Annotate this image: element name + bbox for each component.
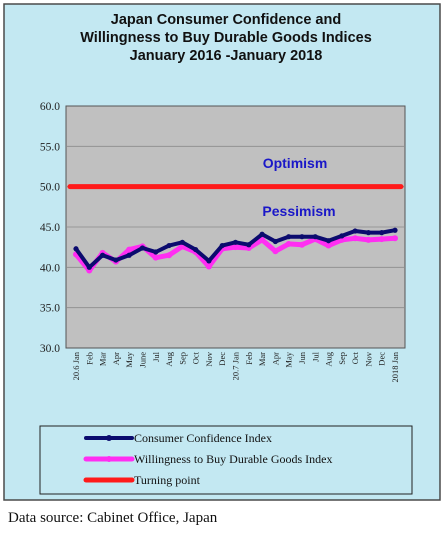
x-tick-label: Sep (337, 352, 347, 365)
data-point (246, 242, 252, 248)
legend-entry: Turning point (83, 473, 201, 487)
x-tick-label: Apr (270, 352, 280, 365)
data-point (99, 252, 106, 258)
data-point (232, 239, 239, 245)
chart-title-line-2: Willingness to Buy Durable Goods Indices (80, 30, 372, 46)
data-point (325, 242, 332, 249)
data-point (153, 249, 159, 255)
x-tick-label: Jul (151, 351, 161, 362)
data-point (259, 231, 265, 237)
x-tick-label: 2018 Jan (390, 351, 400, 382)
x-tick-label: 20.7 Jan (231, 351, 241, 380)
x-tick-label: Nov (204, 351, 214, 366)
data-point (193, 246, 199, 253)
x-tick-label: Dec (377, 352, 387, 366)
legend-entry: Willingness to Buy Durable Goods Index (83, 452, 333, 466)
data-point (272, 238, 278, 245)
data-point (285, 240, 292, 247)
x-tick-label: Apr (111, 352, 121, 365)
x-tick-label: Oct (191, 351, 201, 364)
legend-marker (106, 435, 112, 441)
data-point (392, 227, 398, 233)
x-tick-label: June (137, 352, 147, 368)
data-point (86, 264, 92, 270)
x-tick-label: Nov (363, 351, 373, 366)
data-point (299, 234, 305, 240)
data-point (312, 234, 318, 240)
data-point (139, 245, 146, 251)
x-tick-label: Dec (217, 352, 227, 366)
y-tick-label: 60.0 (40, 101, 60, 113)
x-tick-label: Feb (84, 352, 94, 365)
x-tick-label: Feb (244, 352, 254, 365)
data-point (352, 228, 358, 234)
y-tick-label: 30.0 (40, 343, 60, 355)
x-tick-label: Aug (324, 351, 334, 366)
series-consumer-confidence (73, 227, 398, 270)
y-axis-tick-labels: 60.0 55.0 50.0 45.0 40.0 35.0 30.0 (40, 101, 60, 355)
x-tick-label: Sep (177, 352, 187, 365)
data-point (179, 239, 185, 245)
legend: Consumer Confidence Index Willingness to … (83, 431, 333, 487)
annotation-pessimism: Pessimism (262, 203, 335, 219)
data-point (219, 242, 225, 249)
x-tick-label: Oct (350, 351, 360, 364)
data-point (113, 257, 119, 263)
data-point (126, 246, 133, 253)
chart-title-line-1: Japan Consumer Confidence and (111, 12, 341, 28)
data-point (166, 252, 173, 259)
x-axis-tick-labels: 20.6 Jan Feb Mar Apr May June Jul Aug Sep Oct Nov D… (71, 351, 400, 382)
legend-label: Consumer Confidence Index (134, 431, 272, 445)
data-point (325, 238, 332, 244)
x-tick-label: 20.6 Jan (71, 351, 81, 380)
y-tick-label: 45.0 (40, 222, 60, 234)
legend-label: Willingness to Buy Durable Goods Index (134, 452, 333, 466)
data-point (365, 230, 372, 236)
data-point (286, 234, 292, 240)
data-series (67, 184, 404, 274)
x-tick-label: May (124, 351, 134, 367)
x-tick-label: Jul (310, 351, 320, 362)
data-point (272, 248, 279, 255)
x-tick-label: Aug (164, 351, 174, 366)
data-point (339, 233, 345, 239)
y-tick-label: 35.0 (40, 303, 60, 315)
legend-entry: Consumer Confidence Index (84, 431, 272, 445)
data-point (126, 252, 132, 258)
data-point (206, 258, 212, 264)
data-point (379, 230, 385, 236)
data-point (352, 235, 359, 242)
data-point (205, 263, 212, 270)
data-point (232, 244, 239, 251)
data-point (166, 242, 172, 249)
annotation-optimism: Optimism (263, 155, 328, 171)
x-tick-label: Mar (257, 352, 267, 366)
data-point (259, 236, 266, 243)
y-tick-label: 50.0 (40, 182, 60, 194)
x-tick-label: May (284, 351, 294, 367)
x-tick-label: Mar (98, 352, 108, 366)
y-tick-label: 40.0 (40, 262, 60, 274)
data-point (152, 254, 159, 261)
data-point (73, 246, 79, 252)
legend-label: Turning point (134, 473, 201, 487)
source-note: Data source: Cabinet Office, Japan (8, 510, 218, 526)
data-point (378, 236, 385, 243)
data-point (392, 235, 398, 242)
data-point (365, 236, 372, 243)
legend-marker (106, 456, 112, 462)
x-tick-label: Jun (297, 351, 307, 364)
chart-title-line-3: January 2016 -January 2018 (130, 48, 323, 64)
y-tick-label: 55.0 (40, 141, 60, 153)
data-point (298, 241, 305, 248)
